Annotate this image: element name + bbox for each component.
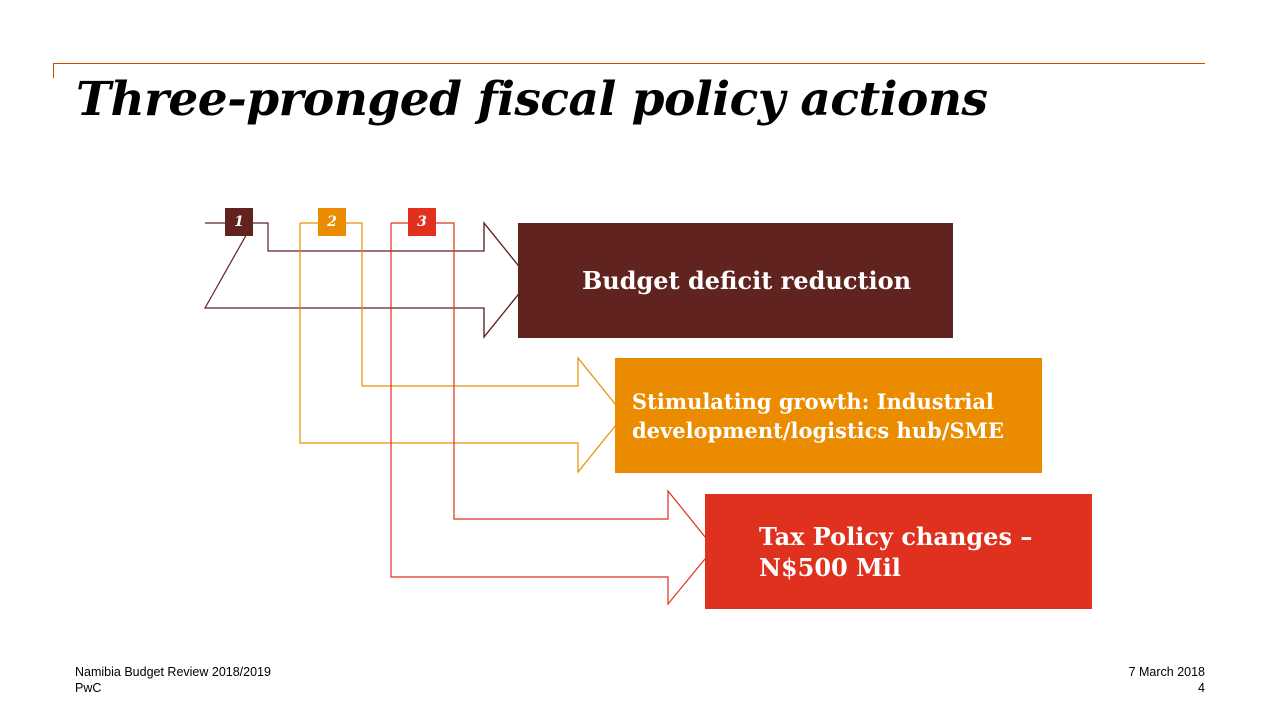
action-box-budget-deficit: Budget deficit reduction	[518, 223, 953, 338]
action-box-tax-policy: Tax Policy changes – N$500 Mil	[705, 494, 1092, 609]
step-number-3: 3	[408, 208, 436, 236]
footer-company: PwC	[75, 681, 102, 695]
action-label-3: Tax Policy changes – N$500 Mil	[759, 521, 1033, 582]
top-rule-tick	[53, 63, 54, 78]
action-box-stimulating-growth: Stimulating growth: Industrial developme…	[615, 358, 1042, 473]
action-label-2: Stimulating growth: Industrial developme…	[632, 388, 1004, 443]
action-label-1: Budget deficit reduction	[582, 266, 912, 295]
step-number-2: 2	[318, 208, 346, 236]
arrow-1-outline	[203, 221, 531, 339]
footer-page-number: 4	[1198, 681, 1205, 695]
arrow-2-outline	[299, 222, 625, 474]
footer-report-title: Namibia Budget Review 2018/2019	[75, 665, 271, 679]
footer-date: 7 March 2018	[1128, 665, 1205, 679]
arrow-3-outline	[390, 222, 715, 606]
footer-left: Namibia Budget Review 2018/2019 PwC	[75, 664, 271, 696]
footer-right: 7 March 2018 4	[1129, 664, 1205, 696]
step-number-1: 1	[225, 208, 253, 236]
page-title: Three-pronged fiscal policy actions	[76, 72, 988, 127]
top-rule	[53, 63, 1205, 64]
